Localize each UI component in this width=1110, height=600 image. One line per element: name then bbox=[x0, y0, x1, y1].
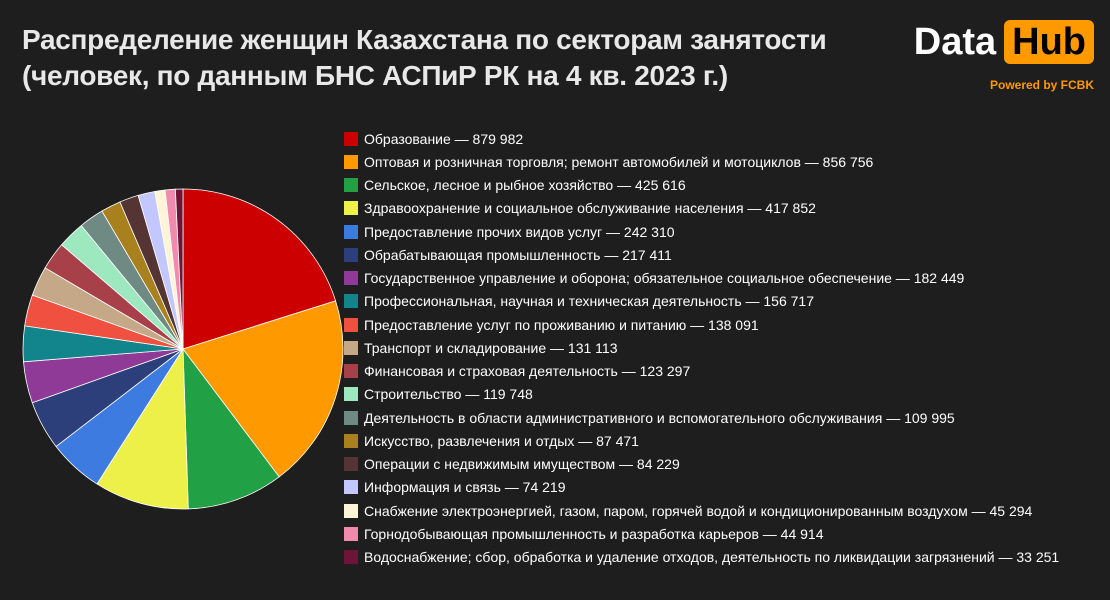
chart-legend: Образование — 879 982 Оптовая и розничная… bbox=[344, 127, 1104, 569]
legend-label: Предоставление прочих видов услуг — 242 … bbox=[364, 223, 675, 240]
legend-swatch bbox=[344, 247, 358, 262]
legend-label: Государственное управление и оборона; об… bbox=[364, 270, 965, 287]
legend-item: Искусство, развлечения и отдых — 87 471 bbox=[344, 429, 1104, 452]
legend-swatch bbox=[344, 364, 358, 379]
legend-swatch bbox=[344, 526, 358, 541]
legend-swatch bbox=[344, 201, 358, 216]
legend-swatch bbox=[344, 433, 358, 448]
legend-label: Транспорт и складирование — 131 113 bbox=[364, 339, 618, 356]
legend-swatch bbox=[344, 457, 358, 472]
pie-slice-4 bbox=[96, 347, 189, 510]
legend-swatch bbox=[344, 480, 358, 495]
legend-swatch bbox=[344, 503, 358, 518]
legend-label: Оптовая и розничная торговля; ремонт авт… bbox=[364, 153, 874, 170]
legend-item: Профессиональная, научная и техническая … bbox=[344, 290, 1104, 313]
powered-by-text: Powered by FCBK bbox=[989, 78, 1094, 92]
legend-label: Сельское, лесное и рыбное хозяйство — 42… bbox=[364, 177, 686, 194]
legend-swatch bbox=[344, 178, 358, 193]
pie-slice-3 bbox=[182, 347, 280, 510]
legend-label: Деятельность в области административного… bbox=[364, 409, 955, 426]
legend-swatch bbox=[344, 131, 358, 146]
legend-item: Горнодобывающая промышленность и разрабо… bbox=[344, 522, 1104, 545]
pie-slice-1 bbox=[182, 188, 337, 350]
legend-item: Государственное управление и оборона; об… bbox=[344, 267, 1104, 290]
legend-label: Образование — 879 982 bbox=[364, 130, 524, 147]
logo-hub-text: Hub bbox=[1004, 20, 1094, 64]
pie-slice-19 bbox=[174, 188, 184, 350]
legend-label: Горнодобывающая промышленность и разрабо… bbox=[364, 525, 824, 542]
legend-label: Обрабатывающая промышленность — 217 411 bbox=[364, 246, 672, 263]
legend-swatch bbox=[344, 271, 358, 286]
legend-item: Предоставление услуг по проживанию и пит… bbox=[344, 313, 1104, 336]
legend-label: Искусство, развлечения и отдых — 87 471 bbox=[364, 432, 639, 449]
legend-swatch bbox=[344, 154, 358, 169]
legend-item: Снабжение электроэнергией, газом, паром,… bbox=[344, 499, 1104, 522]
legend-item: Оптовая и розничная торговля; ремонт авт… bbox=[344, 150, 1104, 173]
legend-label: Профессиональная, научная и техническая … bbox=[364, 293, 814, 310]
legend-label: Финансовая и страховая деятельность — 12… bbox=[364, 363, 691, 380]
datahub-logo: Data Hub Powered by FCBK bbox=[904, 20, 1094, 100]
legend-item: Информация и связь — 74 219 bbox=[344, 476, 1104, 499]
legend-item: Обрабатывающая промышленность — 217 411 bbox=[344, 243, 1104, 266]
pie-slice-2 bbox=[182, 300, 344, 478]
legend-label: Предоставление услуг по проживанию и пит… bbox=[364, 316, 759, 333]
legend-swatch bbox=[344, 340, 358, 355]
legend-item: Образование — 879 982 bbox=[344, 127, 1104, 150]
legend-swatch bbox=[344, 317, 358, 332]
logo-data-text: Data bbox=[913, 21, 997, 63]
legend-item: Деятельность в области административного… bbox=[344, 406, 1104, 429]
legend-item: Здравоохранение и социальное обслуживани… bbox=[344, 197, 1104, 220]
legend-item: Финансовая и страховая деятельность — 12… bbox=[344, 360, 1104, 383]
pie-chart bbox=[22, 188, 344, 510]
legend-swatch bbox=[344, 550, 358, 565]
legend-swatch bbox=[344, 410, 358, 425]
legend-label: Информация и связь — 74 219 bbox=[364, 479, 566, 496]
legend-label: Здравоохранение и социальное обслуживани… bbox=[364, 200, 816, 217]
legend-swatch bbox=[344, 294, 358, 309]
legend-label: Водоснабжение; сбор, обработка и удалени… bbox=[364, 549, 1060, 566]
legend-label: Строительство — 119 748 bbox=[364, 386, 533, 403]
chart-title-line-2: (человек, по данным БНС АСПиР РК на 4 кв… bbox=[22, 60, 728, 91]
legend-item: Транспорт и складирование — 131 113 bbox=[344, 336, 1104, 359]
legend-label: Снабжение электроэнергией, газом, паром,… bbox=[364, 502, 1033, 519]
legend-item: Строительство — 119 748 bbox=[344, 383, 1104, 406]
legend-label: Операции с недвижимым имуществом — 84 22… bbox=[364, 456, 680, 473]
legend-item: Водоснабжение; сбор, обработка и удалени… bbox=[344, 546, 1104, 569]
legend-item: Операции с недвижимым имуществом — 84 22… bbox=[344, 453, 1104, 476]
legend-item: Сельское, лесное и рыбное хозяйство — 42… bbox=[344, 174, 1104, 197]
chart-title: Распределение женщин Казахстана по секто… bbox=[22, 22, 842, 94]
legend-item: Предоставление прочих видов услуг — 242 … bbox=[344, 220, 1104, 243]
legend-swatch bbox=[344, 224, 358, 239]
legend-swatch bbox=[344, 387, 358, 402]
chart-title-line-1: Распределение женщин Казахстана по секто… bbox=[22, 24, 827, 55]
